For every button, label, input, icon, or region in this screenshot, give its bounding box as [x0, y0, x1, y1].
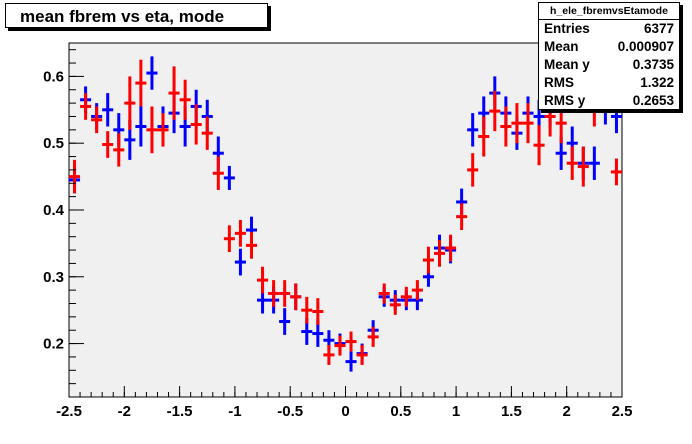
data-point [146, 56, 158, 90]
data-point [456, 203, 468, 231]
y-tick-label: 0.3 [43, 269, 64, 286]
data-point [223, 225, 235, 253]
data-point [113, 133, 125, 167]
x-tick-label: 0.5 [390, 403, 411, 420]
x-tick-label: -1 [228, 403, 241, 420]
data-point [135, 59, 147, 107]
y-tick-label: 0.2 [43, 336, 64, 353]
data-point [433, 240, 446, 267]
data-point [268, 280, 280, 307]
x-tick-label: 1.5 [501, 403, 522, 420]
stats-value: 0.3735 [632, 57, 674, 72]
data-point [323, 344, 335, 365]
data-point [69, 159, 81, 194]
data-point [201, 116, 213, 150]
data-point [290, 283, 302, 311]
data-point [135, 106, 147, 147]
data-point [378, 283, 390, 304]
x-tick-label: 2 [563, 403, 571, 420]
stats-value: 6377 [643, 21, 674, 36]
data-point [467, 153, 479, 187]
data-point [489, 91, 501, 132]
data-point [411, 280, 423, 301]
x-tick-label: 2.5 [612, 403, 633, 420]
data-point [179, 79, 191, 120]
stats-name: h_ele_fbremvsEtamode [539, 3, 679, 20]
data-point [102, 131, 114, 158]
stats-row-mean: Mean 0.000907 [539, 38, 679, 56]
stats-row-mean-y: Mean y 0.3735 [539, 56, 679, 74]
data-point [212, 156, 224, 190]
data-point [478, 116, 490, 157]
stats-box: h_ele_fbremvsEtamode Entries 6377 Mean 0… [538, 2, 680, 110]
series-red [69, 59, 622, 365]
stats-key: Mean [544, 39, 579, 54]
data-point [301, 296, 313, 324]
y-tick-label: 0.6 [43, 68, 64, 85]
data-point [245, 232, 258, 259]
stats-row-entries: Entries 6377 [539, 20, 679, 38]
x-tick-label: 0 [341, 403, 349, 420]
stats-key: Mean y [544, 57, 590, 72]
data-point [467, 113, 479, 147]
data-point [223, 165, 235, 190]
data-point [577, 146, 589, 187]
data-point [234, 220, 246, 247]
stats-row-rms: RMS 1.322 [539, 74, 679, 92]
data-point [334, 335, 346, 356]
stats-value: 0.000907 [617, 39, 674, 54]
data-point [566, 146, 578, 180]
data-point [279, 308, 291, 335]
x-tick-label: 1 [452, 403, 460, 420]
data-point [345, 331, 357, 352]
data-point [445, 234, 457, 262]
data-point [533, 125, 545, 166]
data-point [146, 106, 158, 154]
chart-title: mean fbrem vs eta, mode [5, 3, 268, 28]
data-point [279, 280, 291, 307]
data-point [511, 103, 523, 144]
stats-key: RMS [544, 75, 574, 90]
data-point [345, 351, 357, 372]
data-point [356, 344, 368, 365]
data-point [389, 294, 401, 315]
data-point [400, 286, 412, 307]
stats-key: Entries [544, 21, 590, 36]
data-point [234, 248, 246, 276]
data-point [91, 106, 103, 134]
data-point [102, 93, 114, 127]
stats-key: RMS y [544, 93, 586, 108]
stats-value: 0.2653 [632, 93, 674, 108]
x-tick-label: -0.5 [277, 403, 303, 420]
data-point [190, 104, 202, 145]
stats-value: 1.322 [640, 75, 674, 90]
data-point [80, 93, 92, 120]
data-point [610, 158, 622, 186]
data-point [367, 326, 379, 347]
data-point [622, 147, 633, 174]
x-tick-label: -1.5 [167, 403, 193, 420]
data-point [588, 146, 600, 180]
data-point [500, 106, 512, 147]
data-point [422, 246, 434, 274]
x-tick-label: -2 [118, 403, 131, 420]
data-point [157, 113, 169, 147]
data-point [168, 66, 180, 120]
data-point [257, 266, 269, 294]
data-point [312, 298, 324, 325]
x-tick-label: -2.5 [56, 403, 82, 420]
y-tick-label: 0.4 [43, 202, 65, 219]
y-tick-label: 0.5 [43, 135, 64, 152]
data-point [522, 103, 534, 144]
stats-row-rms-y: RMS y 0.2653 [539, 92, 679, 110]
data-point [124, 76, 136, 130]
plot-frame [68, 42, 623, 398]
